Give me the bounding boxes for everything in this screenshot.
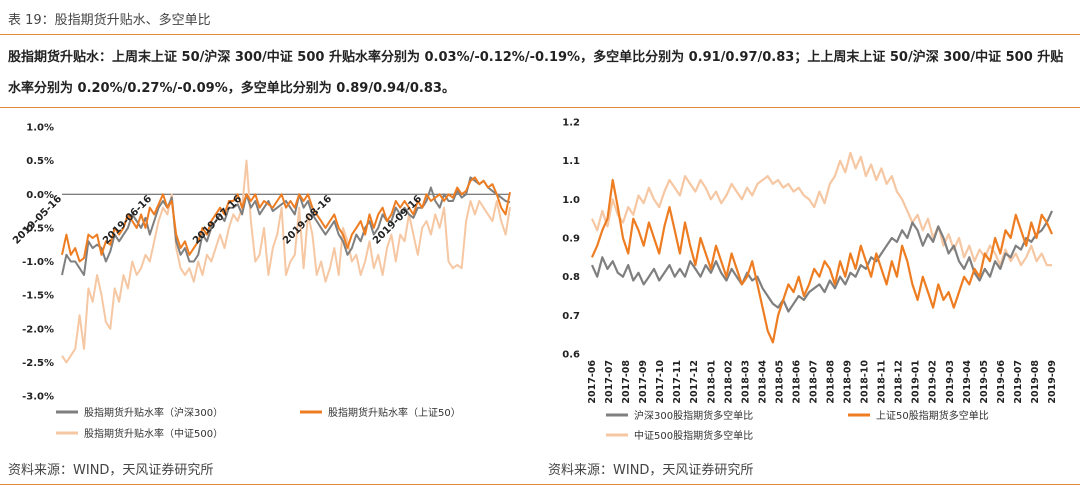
x-tick-label: 2018-05 — [774, 360, 785, 404]
series-line-0 — [61, 176, 511, 276]
x-tick-label: 2017-10 — [655, 360, 666, 404]
table-title: 表 19：股指期货升贴水、多空单比 — [8, 13, 211, 28]
bottom-rule — [0, 484, 1080, 485]
x-tick-label: 2018-03 — [740, 360, 751, 404]
x-tick-label: 2018-04 — [757, 360, 768, 404]
y-tick-label: 1.0 — [562, 195, 580, 206]
x-tick-label: 2019-07 — [1013, 360, 1024, 404]
x-tick-label: 2018-01 — [706, 360, 717, 404]
x-tick-label: 2019-08 — [1030, 360, 1041, 404]
summary-text: 股指期货升贴水：上周末上证 50/沪深 300/中证 500 升贴水率分别为 0… — [8, 50, 1064, 96]
x-tick-label: 2019-03 — [945, 360, 956, 404]
series-line-1 — [61, 176, 511, 263]
y-tick-label: 0.0% — [26, 190, 54, 201]
y-tick-label: -0.5% — [22, 223, 54, 234]
y-tick-label: 1.2 — [562, 118, 580, 129]
y-tick-label: 0.6 — [562, 350, 580, 361]
x-tick-label: 2019-04 — [962, 360, 973, 404]
series-line-0 — [590, 210, 1054, 313]
x-tick-label: 2018-08 — [826, 360, 837, 404]
series-line-2 — [61, 159, 511, 364]
x-tick-label: 2018-12 — [894, 360, 905, 404]
x-tick-label: 2019-01 — [911, 360, 922, 404]
x-tick-label: 2017-12 — [689, 360, 700, 404]
source-note-right: 资料来源：WIND，天风证券研究所 — [548, 463, 754, 478]
x-tick-label: 2018-09 — [843, 360, 854, 404]
series-line-1 — [590, 178, 1054, 344]
series-line-2 — [590, 151, 1052, 267]
x-tick-label: 2019-05 — [979, 360, 990, 404]
legend-label: 沪深300股指期货多空单比 — [634, 409, 753, 422]
legend-label: 股指期货升贴水率（沪深300） — [84, 406, 223, 419]
x-tick-label: 2018-06 — [791, 360, 802, 404]
top-rule — [0, 34, 1080, 35]
y-tick-label: 0.5% — [26, 156, 54, 167]
y-tick-label: 1.1 — [562, 156, 580, 167]
x-tick-label: 2017-08 — [621, 360, 632, 404]
premium-discount-chart: 1.0% 0.5% 0.0% -0.5% -1.0% -1.5% -2.0% -2.5% -3.… — [11, 123, 511, 440]
legend-label: 中证500股指期货多空单比 — [634, 429, 753, 442]
long-short-ratio-chart: 1.2 1.1 1.0 0.9 0.8 0.7 0.6 2017-06 2017-07 2017-… — [562, 118, 1058, 443]
y-tick-label: 0.7 — [562, 311, 580, 322]
x-tick-label: 2019-09 — [1047, 360, 1058, 404]
x-tick-label: 2017-06 — [587, 360, 598, 404]
legend-label: 上证50股指期货多空单比 — [876, 409, 989, 422]
source-note-left: 资料来源：WIND，天风证券研究所 — [8, 463, 214, 478]
x-tick-label: 2019-05-16 — [11, 194, 64, 247]
y-tick-label: -3.0% — [22, 392, 54, 403]
y-tick-label: 0.9 — [562, 234, 580, 245]
x-tick-label: 2019-02 — [928, 360, 939, 404]
y-tick-label: 1.0% — [26, 123, 54, 134]
mid-rule — [0, 107, 1080, 108]
x-tick-label: 2019-06 — [996, 360, 1007, 404]
x-tick-label: 2019-09-16 — [371, 194, 424, 247]
y-tick-label: -2.0% — [22, 324, 54, 335]
y-tick-label: -1.0% — [22, 257, 54, 268]
x-tick-label: 2018-02 — [723, 360, 734, 404]
x-tick-label: 2018-07 — [808, 360, 819, 404]
x-tick-label: 2017-09 — [638, 360, 649, 404]
y-tick-label: 0.8 — [562, 272, 580, 283]
x-tick-label: 2017-07 — [604, 360, 615, 404]
legend-label: 股指期货升贴水率（上证50） — [328, 406, 461, 419]
x-tick-label: 2017-11 — [672, 360, 683, 404]
x-tick-label: 2018-11 — [877, 360, 888, 404]
y-tick-label: -1.5% — [22, 291, 54, 302]
x-tick-label: 2018-10 — [860, 360, 871, 404]
legend-label: 股指期货升贴水率（中证500） — [84, 427, 223, 440]
y-tick-label: -2.5% — [22, 358, 54, 369]
